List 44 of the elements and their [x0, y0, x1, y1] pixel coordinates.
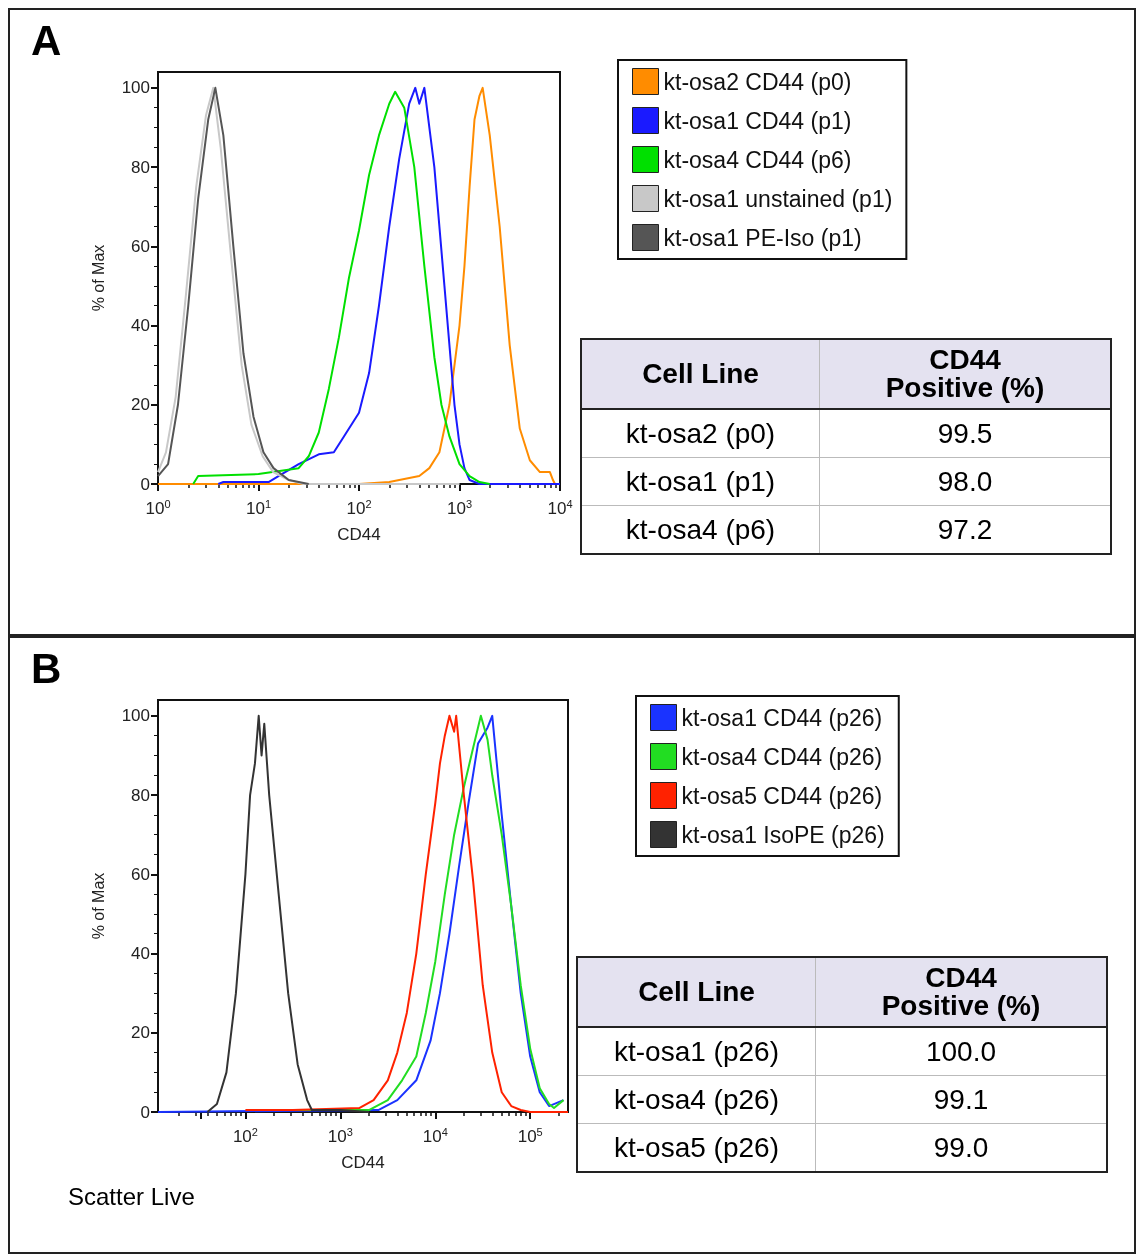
y-tick-label: 0	[140, 474, 150, 494]
y-tick-label: 20	[131, 395, 150, 415]
x-axis-title: CD44	[341, 1153, 385, 1172]
y-tick-label: 100	[121, 706, 150, 726]
legend-label: kt-osa1 CD44 (p1)	[663, 107, 852, 134]
legend-label: kt-osa1 IsoPE (p26)	[681, 821, 885, 848]
y-tick-label: 60	[131, 236, 150, 256]
text: Scatter Live	[68, 1183, 195, 1211]
text: kt-osa5 (p26)	[577, 1123, 816, 1172]
y-axis-title: % of Max	[89, 244, 107, 312]
text: CD44 Positive (%)	[819, 339, 1111, 409]
text: kt-osa1 (p26)	[577, 1027, 816, 1076]
y-tick-label: 80	[131, 785, 150, 805]
text: 99.5	[819, 409, 1111, 458]
y-axis-title: % of Max	[89, 872, 107, 940]
chart-title: A	[31, 16, 62, 64]
text: 99.0	[815, 1123, 1107, 1172]
text: CD44 Positive (%)	[815, 957, 1107, 1027]
y-tick-label: 100	[121, 78, 150, 98]
y-tick-label: 0	[140, 1102, 150, 1122]
text: kt-osa1 (p1)	[581, 457, 820, 506]
y-tick-label: 60	[131, 864, 150, 884]
chart-title: B	[31, 644, 62, 692]
text: Cell Line	[577, 957, 816, 1027]
text: 100.0	[815, 1027, 1107, 1076]
text: 99.1	[815, 1075, 1107, 1124]
legend-label: kt-osa4 CD44 (p6)	[663, 146, 852, 173]
legend-label: kt-osa2 CD44 (p0)	[663, 68, 852, 95]
legend-label: kt-osa1 unstained (p1)	[663, 185, 893, 212]
text: kt-osa2 (p0)	[581, 409, 820, 458]
y-tick-label: 40	[131, 316, 150, 336]
text: kt-osa4 (p26)	[577, 1075, 816, 1124]
text: kt-osa4 (p6)	[581, 505, 820, 554]
text: 97.2	[819, 505, 1111, 554]
x-axis-title: CD44	[337, 525, 381, 544]
y-tick-label: 80	[131, 157, 150, 177]
legend-label: kt-osa1 PE-Iso (p1)	[663, 224, 862, 251]
legend-label: kt-osa5 CD44 (p26)	[681, 782, 883, 809]
legend-label: kt-osa4 CD44 (p26)	[681, 743, 883, 770]
y-tick-label: 20	[131, 1023, 150, 1043]
text: Cell Line	[581, 339, 820, 409]
text: 98.0	[819, 457, 1111, 506]
y-tick-label: 40	[131, 944, 150, 964]
legend-label: kt-osa1 CD44 (p26)	[681, 704, 883, 731]
